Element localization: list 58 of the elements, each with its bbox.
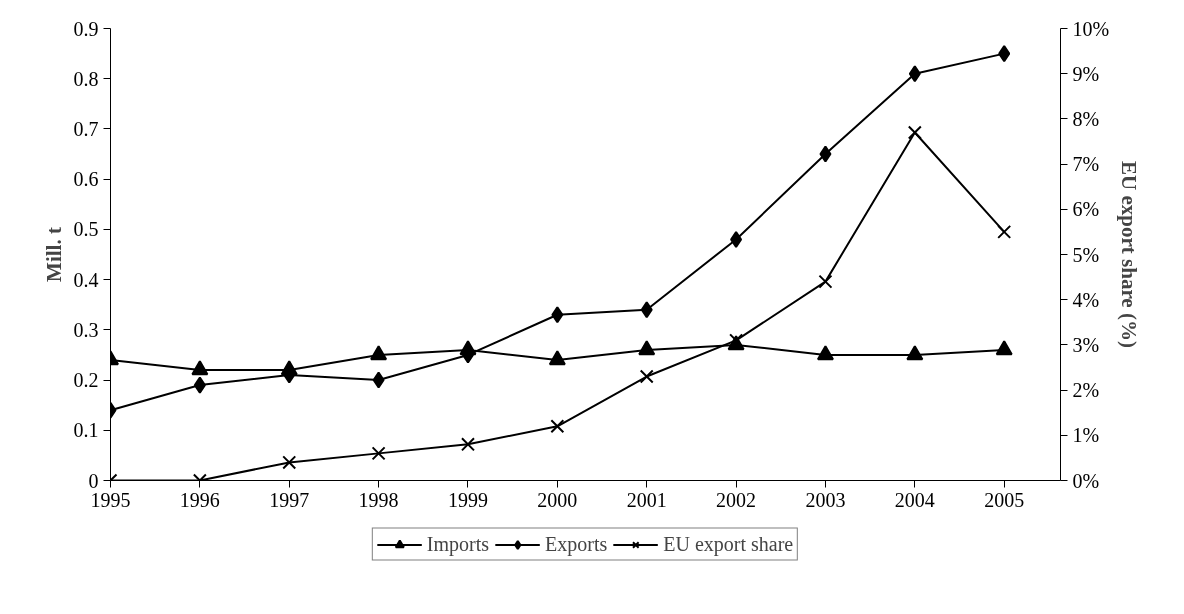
x-tick-label: 2004 bbox=[894, 488, 935, 511]
y2-tick-label: 7% bbox=[1072, 153, 1100, 176]
x-tick-label: 1997 bbox=[269, 488, 310, 511]
y2-tick-label: 8% bbox=[1072, 107, 1100, 130]
y-tick-label: 0.5 bbox=[73, 218, 99, 241]
point bbox=[460, 437, 475, 452]
y-tick-label: 0.9 bbox=[73, 17, 99, 40]
point bbox=[730, 230, 743, 248]
y-tick-label: 0.3 bbox=[73, 318, 99, 341]
point bbox=[906, 345, 924, 361]
point bbox=[997, 224, 1012, 239]
point bbox=[551, 306, 564, 324]
y-tick-label: 0.2 bbox=[73, 369, 99, 392]
y2-tick-label: 6% bbox=[1072, 198, 1100, 221]
point bbox=[638, 340, 656, 356]
y2-tick-label: 4% bbox=[1072, 288, 1100, 311]
y-tick-label: 0.7 bbox=[73, 117, 99, 140]
point bbox=[819, 145, 832, 163]
point bbox=[372, 371, 385, 389]
y-axis-title: Mill. t bbox=[41, 227, 66, 282]
y-tick-label: 0.4 bbox=[73, 268, 99, 291]
point bbox=[907, 125, 922, 140]
y2-tick-label: 9% bbox=[1072, 62, 1100, 85]
point bbox=[995, 340, 1013, 356]
y2-tick-label: 1% bbox=[1072, 424, 1100, 447]
point bbox=[639, 369, 654, 384]
x-tick-label: 2003 bbox=[805, 488, 846, 511]
point bbox=[818, 274, 833, 289]
y2-tick-label: 3% bbox=[1072, 333, 1100, 356]
point bbox=[640, 301, 653, 319]
y2-tick-label: 10% bbox=[1072, 17, 1110, 40]
point bbox=[998, 45, 1011, 63]
y-tick-label: 0.1 bbox=[73, 419, 99, 442]
point bbox=[548, 350, 566, 366]
point bbox=[193, 376, 206, 394]
point bbox=[550, 419, 565, 434]
point bbox=[371, 446, 386, 461]
y2-tick-label: 0% bbox=[1072, 469, 1100, 492]
y2-axis-title: EU export share (%) bbox=[1117, 161, 1142, 348]
point bbox=[282, 455, 297, 470]
y-tick-label: 0.8 bbox=[73, 67, 99, 90]
point bbox=[370, 345, 388, 361]
x-tick-label: 2005 bbox=[984, 488, 1025, 511]
x-tick-label: 2000 bbox=[537, 488, 578, 511]
point bbox=[816, 345, 834, 361]
y-tick-label: 0.6 bbox=[73, 168, 99, 191]
point bbox=[191, 360, 209, 376]
x-tick-label: 1999 bbox=[447, 488, 488, 511]
legend-label: Imports bbox=[426, 532, 490, 556]
legend-label: Exports bbox=[545, 532, 608, 556]
x-tick-label: 2002 bbox=[716, 488, 757, 511]
x-tick-label: 2001 bbox=[626, 488, 667, 511]
y2-tick-label: 5% bbox=[1072, 243, 1100, 266]
point bbox=[908, 65, 921, 83]
x-tick-label: 1998 bbox=[358, 488, 399, 511]
x-tick-label: 1996 bbox=[179, 488, 220, 511]
y2-tick-label: 2% bbox=[1072, 379, 1100, 402]
legend-label: EU export share bbox=[663, 532, 794, 556]
